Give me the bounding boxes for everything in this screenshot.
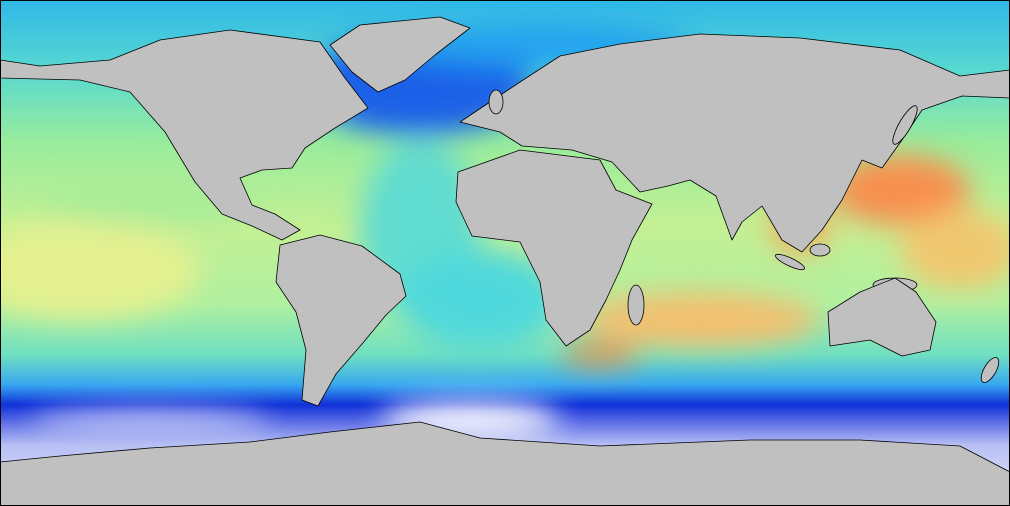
africa [455,149,653,347]
greenland [329,16,471,93]
australia [827,277,937,357]
eurasia [459,33,1010,253]
north-america [0,29,369,241]
japan [892,105,918,145]
madagascar [627,284,645,326]
borneo [809,243,831,257]
britain [488,89,504,115]
antarctica [0,421,1010,506]
new-zealand [980,357,1000,383]
south-america [275,234,407,407]
sumatra [775,253,805,271]
